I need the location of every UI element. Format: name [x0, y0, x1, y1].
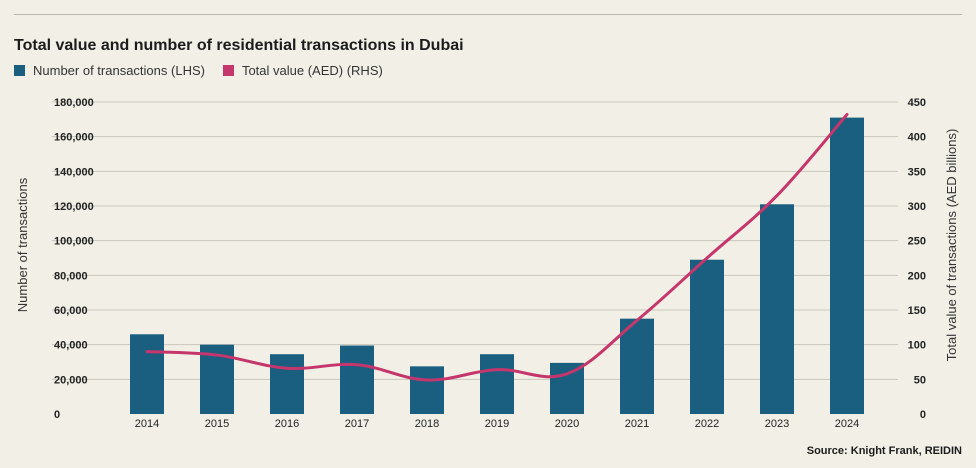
bar-2024	[830, 117, 864, 414]
x-tick-label: 2021	[625, 418, 649, 430]
y-tick-label: 40,000	[54, 340, 88, 352]
y2-tick-label: 250	[908, 236, 926, 248]
legend-label-total-value: Total value (AED) (RHS)	[241, 63, 383, 78]
bar-2017	[340, 345, 374, 414]
left-axis-ticks: 0 20,000 40,000 60,000 80,000 100,000 120,000 1…	[54, 97, 94, 421]
top-rule	[14, 14, 962, 15]
x-tick-label: 2017	[345, 418, 369, 430]
left-axis-title: Number of transactions	[15, 177, 30, 312]
line-series	[145, 112, 849, 382]
x-tick-label: 2022	[695, 418, 719, 430]
x-tick-label: 2019	[485, 418, 509, 430]
y-tick-label: 0	[54, 409, 60, 421]
x-tick-label: 2020	[555, 418, 579, 430]
bar-2014	[130, 334, 164, 414]
y2-tick-label: 0	[920, 409, 926, 421]
x-tick-label: 2024	[835, 418, 859, 430]
x-tick-label: 2018	[415, 418, 439, 430]
bar-series	[130, 117, 864, 414]
y2-tick-label: 450	[908, 97, 926, 109]
y2-tick-label: 300	[908, 201, 926, 213]
bar-2016	[270, 354, 304, 414]
y2-tick-label: 100	[908, 340, 926, 352]
total-value-line	[145, 112, 849, 382]
y2-tick-label: 50	[914, 374, 926, 386]
bar-2019	[480, 354, 514, 414]
x-axis-ticks: 2014 2015 2016 2017 2018 2019 2020 2021 2022 2023…	[135, 418, 859, 430]
y-tick-label: 140,000	[54, 166, 94, 178]
y2-tick-label: 200	[908, 270, 926, 282]
y-tick-label: 20,000	[54, 374, 88, 386]
y-tick-label: 100,000	[54, 236, 94, 248]
legend-swatch-transactions	[14, 65, 25, 76]
x-tick-label: 2016	[275, 418, 299, 430]
y2-tick-label: 400	[908, 132, 926, 144]
gridlines	[52, 101, 898, 380]
legend: Number of transactions (LHS) Total value…	[14, 63, 401, 78]
x-tick-label: 2014	[135, 418, 159, 430]
y-tick-label: 160,000	[54, 132, 94, 144]
bar-2018	[410, 366, 444, 414]
legend-label-transactions: Number of transactions (LHS)	[33, 63, 205, 78]
legend-swatch-total-value	[222, 65, 234, 76]
source-note: Source: Knight Frank, REIDIN	[806, 445, 962, 457]
y2-tick-label: 350	[908, 166, 926, 178]
bar-2020	[550, 362, 584, 414]
right-axis-ticks: 0 50 100 150 200 250 300 350 400 450	[908, 97, 926, 421]
x-tick-label: 2023	[765, 418, 789, 430]
y-tick-label: 180,000	[54, 97, 94, 109]
y-tick-label: 80,000	[54, 270, 88, 282]
bar-2022	[690, 259, 724, 414]
legend-item-total-value: Total value (AED) (RHS)	[222, 63, 383, 78]
y-tick-label: 120,000	[54, 201, 94, 213]
bar-2021	[620, 318, 654, 414]
x-tick-label: 2015	[205, 418, 229, 430]
y-tick-label: 60,000	[54, 305, 88, 317]
bar-2023	[760, 204, 794, 414]
right-axis-title: Total value of transactions (AED billion…	[944, 129, 959, 362]
y2-tick-label: 150	[908, 305, 926, 317]
legend-item-transactions: Number of transactions (LHS)	[14, 63, 205, 78]
chart-title: Total value and number of residential tr…	[14, 37, 464, 54]
